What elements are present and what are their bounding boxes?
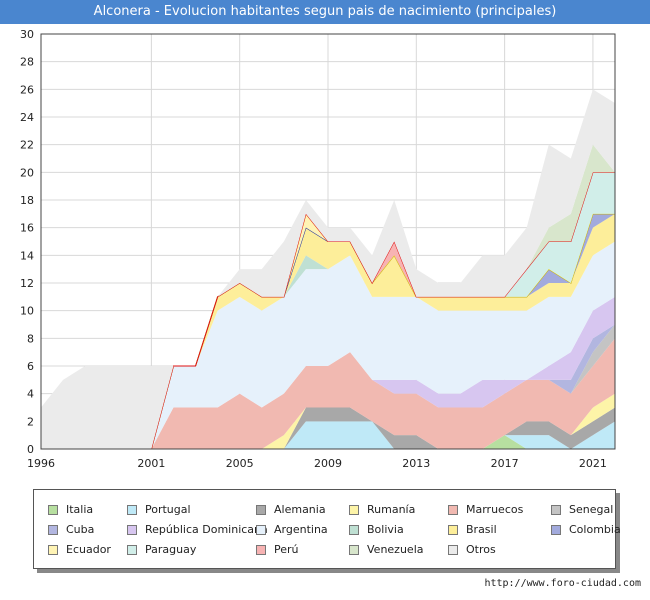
chart-title: Alconera - Evolucion habitantes segun pa… [0,0,650,24]
y-tick-label: 6 [27,360,34,373]
legend-swatch [48,505,58,515]
y-tick-label: 12 [20,277,34,290]
legend-label: Rumanía [367,503,416,516]
stacked-areas [41,89,615,450]
y-tick-label: 0 [27,443,34,456]
y-tick-label: 8 [27,332,34,345]
y-tick-label: 20 [20,166,34,179]
legend-swatch [256,525,266,535]
legend-label: Marruecos [466,503,524,516]
legend-label: Italia [66,503,94,516]
legend-swatch [48,525,58,535]
x-tick-label: 2001 [137,457,165,470]
legend-swatch [256,545,266,555]
legend-label: Paraguay [145,543,197,556]
y-tick-label: 14 [20,249,34,262]
area-series [41,89,615,449]
x-tick-label: 2009 [314,457,342,470]
legend-label: Argentina [274,523,328,536]
legend-swatch [448,525,458,535]
legend-swatch [349,505,359,515]
legend-label: Brasil [466,523,497,536]
legend: Italia Portugal Alemania Rumanía Marruecos Se… [33,489,621,569]
legend-swatch [448,545,458,555]
y-tick-label: 18 [20,194,34,207]
legend-swatch [127,505,137,515]
legend-label: Otros [466,543,496,556]
x-tick-label: 2013 [402,457,430,470]
legend-swatch [256,505,266,515]
legend-label: Portugal [145,503,191,516]
legend-label: Ecuador [66,543,111,556]
legend-swatch [127,545,137,555]
y-tick-label: 28 [20,56,34,69]
legend-label: Perú [274,543,299,556]
legend-label: Bolivia [367,523,404,536]
legend-swatch [448,505,458,515]
y-tick-label: 24 [20,111,34,124]
y-tick-label: 2 [27,415,34,428]
legend-swatch [127,525,137,535]
area-series [41,241,615,449]
legend-swatch [551,505,561,515]
y-tick-label: 16 [20,222,34,235]
legend-label: Cuba [66,523,95,536]
x-tick-label: 2005 [226,457,254,470]
x-tick-label: 2017 [491,457,519,470]
legend-swatch [48,545,58,555]
legend-swatch [349,525,359,535]
area-series [41,213,615,449]
area-series [41,338,615,449]
legend-label: Alemania [274,503,326,516]
legend-label: Colombia [569,523,621,536]
y-tick-label: 4 [27,388,34,401]
area-series [41,421,615,449]
y-tick-label: 10 [20,305,34,318]
y-tick-label: 30 [20,28,34,41]
y-tick-label: 26 [20,83,34,96]
x-tick-label: 1996 [27,457,55,470]
legend-label: Senegal [569,503,614,516]
plot-frame [40,33,616,450]
footer-url[interactable]: http://www.foro-ciudad.com [484,578,641,589]
area-series [41,407,615,449]
x-tick-label: 2021 [579,457,607,470]
y-tick-label: 22 [20,139,34,152]
area-series [41,435,615,449]
legend-swatch [551,525,561,535]
legend-label: Venezuela [367,543,424,556]
legend-label: República Dominicana [145,523,268,536]
legend-swatch [349,545,359,555]
